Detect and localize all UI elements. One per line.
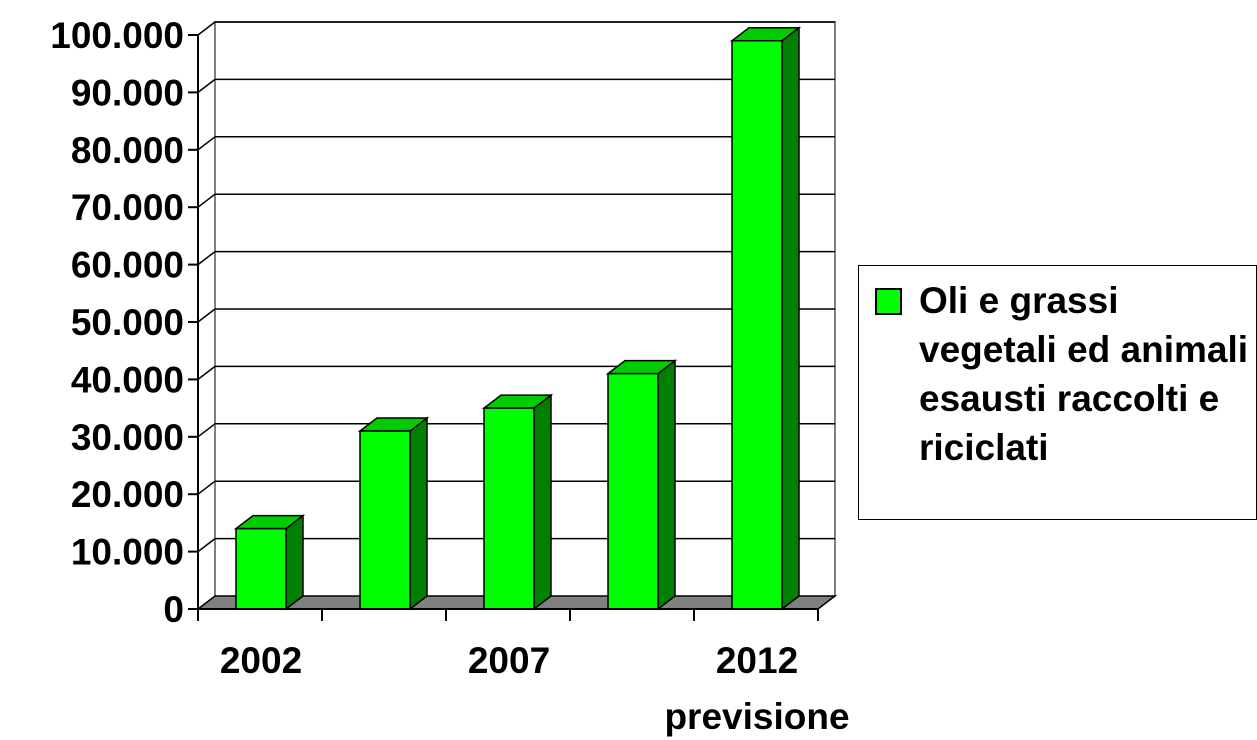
axes bbox=[188, 34, 819, 621]
bar-side bbox=[781, 26, 800, 611]
legend-swatch bbox=[875, 288, 902, 315]
bar-front bbox=[483, 407, 535, 610]
gridline-side bbox=[197, 423, 216, 438]
bar bbox=[357, 416, 430, 611]
y-tick-label: 50.000 bbox=[71, 302, 184, 343]
bar-front bbox=[607, 372, 659, 610]
x-tick-sublabel: previsione bbox=[664, 696, 849, 737]
gridline-side bbox=[197, 78, 216, 93]
bar-front bbox=[731, 39, 783, 610]
bar-side bbox=[533, 393, 552, 611]
y-tick-label: 30.000 bbox=[71, 417, 184, 458]
gridline-side bbox=[197, 365, 216, 380]
bar-front bbox=[359, 430, 411, 610]
gridline-side bbox=[197, 251, 216, 266]
x-axis-tick-labels: 2002 2007 2012 previsione bbox=[220, 640, 850, 737]
bar-side bbox=[657, 359, 676, 611]
y-axis-tick-labels: 0 10.000 20.000 30.000 40.000 50.000 60.000 70.… bbox=[50, 15, 184, 630]
y-tick-label: 60.000 bbox=[71, 245, 184, 286]
gridline-side bbox=[197, 193, 216, 208]
y-tick-label: 70.000 bbox=[71, 187, 184, 228]
bar bbox=[481, 393, 554, 611]
y-tick-label: 10.000 bbox=[71, 532, 184, 573]
bar-front bbox=[235, 527, 287, 610]
gridline-side bbox=[197, 21, 216, 36]
bar-side bbox=[409, 416, 428, 611]
gridline-side bbox=[197, 538, 216, 553]
y-tick-label: 90.000 bbox=[71, 72, 184, 113]
gridline-side bbox=[197, 308, 216, 323]
y-tick-label: 40.000 bbox=[71, 359, 184, 400]
legend: Oli e grassi vegetali ed animali esausti… bbox=[858, 265, 1257, 520]
legend-label: Oli e grassi vegetali ed animali esausti… bbox=[919, 280, 1249, 468]
bar bbox=[605, 359, 678, 611]
gridline-side bbox=[197, 480, 216, 495]
x-tick-label: 2012 bbox=[716, 640, 798, 681]
y-tick-label: 80.000 bbox=[71, 130, 184, 171]
y-tick-label: 20.000 bbox=[71, 474, 184, 515]
bar bbox=[233, 514, 306, 611]
x-tick-label: 2007 bbox=[468, 640, 550, 681]
bars bbox=[233, 26, 802, 611]
x-tick-label: 2002 bbox=[220, 640, 302, 681]
bar bbox=[729, 26, 802, 611]
bar-side bbox=[285, 514, 304, 611]
y-tick-label: 0 bbox=[163, 589, 184, 630]
gridline-side bbox=[197, 136, 216, 151]
y-tick-label: 100.000 bbox=[50, 15, 184, 56]
